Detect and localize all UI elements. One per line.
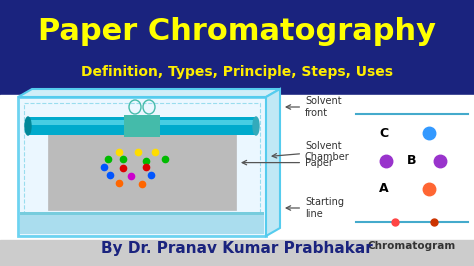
Text: Paper Chromatography: Paper Chromatography bbox=[38, 18, 436, 47]
Bar bbox=[20, 212, 264, 234]
Ellipse shape bbox=[253, 117, 259, 135]
Bar bbox=[20, 212, 264, 215]
Bar bbox=[28, 120, 256, 125]
Text: C: C bbox=[380, 127, 389, 140]
Ellipse shape bbox=[25, 117, 31, 135]
Bar bbox=[356, 97, 468, 236]
Text: Solvent
Chamber: Solvent Chamber bbox=[272, 141, 350, 162]
Text: By Dr. Pranav Kumar Prabhakar: By Dr. Pranav Kumar Prabhakar bbox=[101, 240, 373, 256]
Text: Paper: Paper bbox=[242, 157, 333, 168]
Bar bbox=[18, 97, 266, 236]
Bar bbox=[0, 95, 474, 240]
Bar bbox=[0, 0, 474, 95]
Bar bbox=[124, 115, 160, 137]
Polygon shape bbox=[266, 89, 280, 236]
Bar bbox=[24, 103, 260, 230]
Text: Definition, Types, Principle, Steps, Uses: Definition, Types, Principle, Steps, Use… bbox=[81, 65, 393, 79]
Text: Chromatogram: Chromatogram bbox=[368, 241, 456, 251]
Bar bbox=[28, 117, 256, 135]
Text: A: A bbox=[379, 182, 389, 195]
Text: B: B bbox=[407, 155, 417, 167]
Text: Starting
line: Starting line bbox=[286, 197, 344, 219]
Bar bbox=[48, 131, 236, 210]
Text: Solvent
front: Solvent front bbox=[286, 96, 342, 118]
Bar bbox=[0, 240, 474, 266]
Polygon shape bbox=[18, 89, 280, 97]
